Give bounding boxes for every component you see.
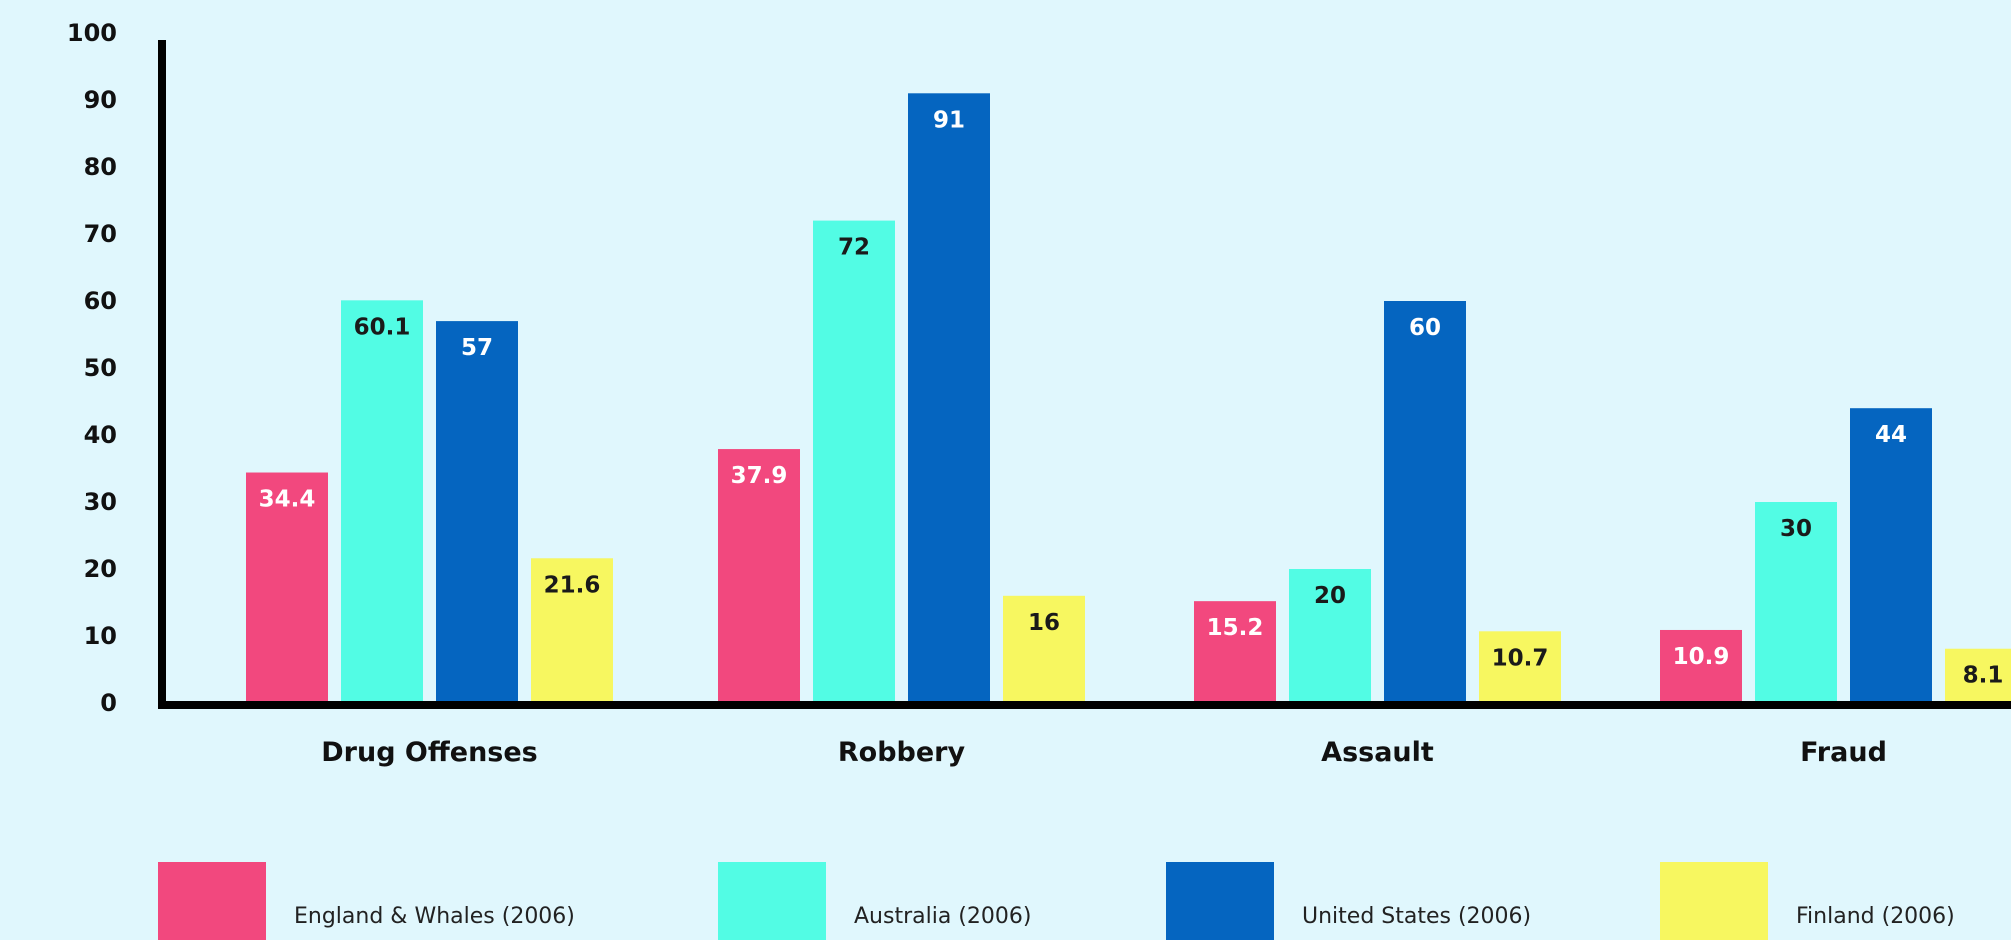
y-tick-label: 60 (84, 287, 117, 315)
legend-label: Australia (2006) (854, 904, 1031, 929)
bar (718, 449, 800, 703)
bars-group (246, 93, 2011, 704)
bar-value-labels: 34.4 60.1 57 21.6 37.9 72 91 16 15.2 20 60 10.7 10.9… (259, 107, 2004, 688)
y-tick-label: 70 (84, 220, 117, 248)
y-tick-label: 100 (67, 19, 117, 47)
bar-value-label: 10.9 (1673, 644, 1730, 670)
bar-value-label: 91 (933, 107, 965, 133)
bar (813, 220, 895, 703)
y-tick-label: 30 (84, 488, 117, 516)
bar (908, 93, 990, 704)
x-axis-category-labels: Drug Offenses Robbery Assault Fraud (321, 737, 1887, 768)
bar (1384, 301, 1466, 703)
bar (341, 300, 423, 703)
bar-value-label: 37.9 (731, 463, 788, 489)
legend-swatch (158, 862, 266, 940)
bar (436, 321, 518, 703)
bar (531, 558, 613, 703)
legend-label: Finland (2006) (1796, 904, 1955, 929)
category-label: Fraud (1800, 737, 1887, 768)
bar-value-label: 44 (1875, 422, 1907, 448)
bar (1479, 631, 1561, 703)
bar (1194, 601, 1276, 703)
bar (1003, 595, 1085, 703)
category-label: Robbery (838, 737, 966, 768)
bar-value-label: 15.2 (1207, 615, 1264, 641)
legend: England & Whales (2006) Australia (2006) U… (158, 862, 1955, 940)
bar-value-label: 10.7 (1492, 645, 1549, 671)
y-tick-label: 50 (84, 354, 117, 382)
category-label: Assault (1321, 737, 1434, 768)
bar-value-label: 21.6 (544, 572, 601, 598)
y-tick-label: 20 (84, 555, 117, 583)
y-tick-label: 90 (84, 86, 117, 114)
y-tick-label: 0 (100, 689, 117, 717)
y-tick-label: 40 (84, 421, 117, 449)
bar-value-label: 34.4 (259, 487, 316, 513)
bar (1945, 648, 2011, 703)
y-tick-label: 80 (84, 153, 117, 181)
bar-value-label: 57 (461, 335, 493, 361)
bar (1289, 569, 1371, 703)
category-label: Drug Offenses (321, 737, 538, 768)
bar (246, 472, 328, 703)
legend-label: United States (2006) (1302, 904, 1531, 929)
bar-value-label: 72 (838, 235, 870, 261)
bar-value-label: 8.1 (1963, 663, 2004, 689)
bar (1755, 502, 1837, 703)
legend-label: England & Whales (2006) (294, 904, 575, 929)
axes (158, 40, 2011, 709)
bar-value-label: 60.1 (354, 314, 411, 340)
bar-value-label: 16 (1028, 610, 1060, 636)
legend-swatch (1660, 862, 1768, 940)
bar-value-label: 30 (1780, 516, 1812, 542)
bar-value-label: 20 (1314, 583, 1346, 609)
bar (1660, 629, 1742, 703)
y-tick-label: 10 (84, 622, 117, 650)
bar-value-label: 60 (1409, 315, 1441, 341)
y-axis-ticks: 0 10 20 30 40 50 60 70 80 90 100 (67, 19, 117, 717)
legend-swatch (1166, 862, 1274, 940)
legend-swatch (718, 862, 826, 940)
bar (1850, 408, 1932, 703)
